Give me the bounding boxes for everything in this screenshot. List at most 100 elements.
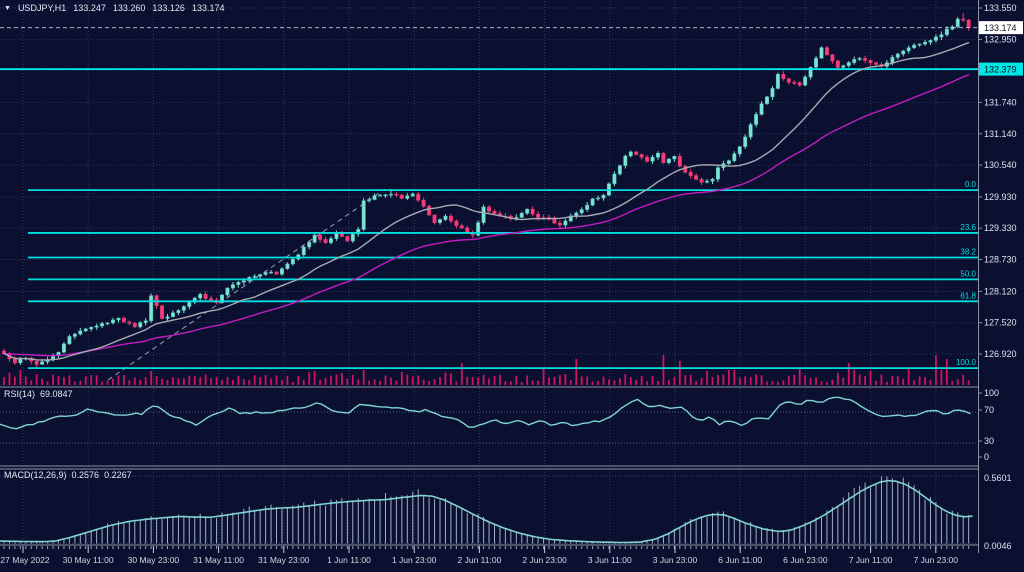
volume-bar [139, 379, 142, 385]
ohlc-high: 133.260 [112, 3, 146, 13]
candle-body [661, 152, 666, 164]
volume-bar [286, 375, 289, 385]
candle-body [421, 199, 426, 207]
time-axis-label: 1 Jun 11:00 [327, 555, 371, 565]
candle-body [552, 219, 557, 224]
volume-bar [727, 369, 730, 385]
volume-bar [640, 375, 643, 385]
candle-body [323, 239, 328, 243]
candle-body [459, 225, 464, 229]
price-axis-label: 128.120 [984, 286, 1017, 296]
candle-body [389, 193, 393, 196]
candle-body [874, 62, 878, 65]
macd-scale-top-label: 0.5601 [984, 473, 1012, 483]
candle-body [290, 258, 295, 265]
candle-body [519, 212, 524, 218]
candle-body [12, 358, 17, 364]
candle-body [127, 321, 132, 324]
volume-bar [182, 378, 185, 385]
candle-body [672, 156, 677, 160]
volume-bar [591, 381, 594, 385]
volume-bar [826, 381, 828, 385]
candle-body [705, 180, 709, 183]
volume-bar [264, 374, 267, 385]
grid-lines [0, 1, 978, 545]
macd-main-value: 0.2576 [71, 470, 100, 480]
volume-bar [35, 374, 38, 385]
candle-body [961, 18, 966, 21]
volume-bar [428, 381, 430, 385]
candle-body [100, 323, 105, 327]
candle-body [269, 271, 274, 274]
candle-body [639, 154, 644, 158]
volume-bar [373, 379, 376, 385]
candle-body [579, 209, 584, 214]
volume-bar [3, 377, 5, 385]
volume-bar [896, 376, 899, 385]
volume-bar [324, 378, 327, 385]
macd-scale-bottom-label: 0.0046 [984, 541, 1012, 551]
candle-body [476, 222, 481, 236]
price-axis-label: 127.520 [984, 318, 1017, 328]
candle-body [220, 294, 224, 303]
volume-bar [188, 375, 191, 385]
volume-bar [836, 372, 839, 385]
volume-bar [924, 377, 926, 385]
time-axis-label: 30 May 11:00 [63, 555, 114, 565]
volume-bar [41, 378, 44, 385]
volume-bar [886, 381, 888, 385]
volume-bar [548, 377, 550, 385]
volume-bar [875, 380, 877, 385]
candle-body [138, 322, 143, 328]
volume-bar [210, 378, 212, 385]
candle-body [350, 233, 355, 242]
candle-body [416, 193, 421, 201]
time-axis-label: 3 Jun 11:00 [588, 555, 632, 565]
volume-bar [956, 379, 959, 385]
volume-bar [902, 378, 905, 385]
ohlc-low: 133.126 [152, 3, 185, 13]
volume-bar [439, 377, 441, 385]
candle-body [367, 199, 372, 201]
fib-label: 100.0 [956, 358, 977, 367]
volume-bar [411, 376, 414, 385]
candle-body [694, 175, 699, 180]
volume-bar [967, 380, 970, 385]
candle-body [906, 47, 911, 52]
candle-body [334, 233, 339, 239]
candle-body [105, 322, 110, 325]
macd-indicator-label: MACD(12,26,9) 0.2576 0.2267 [4, 470, 132, 480]
candle-body [557, 222, 562, 226]
candle-body [465, 227, 470, 233]
candle-body [830, 54, 835, 62]
candle-body [18, 358, 23, 364]
candle-body [928, 40, 933, 43]
volume-bar [744, 376, 747, 385]
volume-bar [46, 381, 49, 385]
volume-bar [608, 379, 610, 385]
volume-bar [907, 369, 910, 385]
volume-bar [193, 376, 196, 385]
volume-bar [771, 381, 774, 385]
macd-name: MACD(12,26,9) [4, 470, 67, 480]
volume-bar [542, 369, 545, 385]
candle-body [481, 206, 486, 223]
volume-bar [357, 379, 360, 385]
candle-body [955, 18, 960, 28]
last-price-box [979, 21, 1023, 35]
candle-body [318, 234, 323, 240]
volume-bar [880, 374, 883, 385]
volume-bar [733, 369, 736, 385]
time-axis: 27 May 2022 30 May 11:00 30 May 23:00 31 Ma… [0, 546, 970, 565]
volume-bar [569, 379, 572, 385]
volume-bar [90, 375, 93, 385]
volume-bar [14, 376, 16, 385]
volume-bar [281, 380, 283, 385]
volume-bar [869, 371, 872, 385]
volume-bar [422, 379, 425, 385]
time-axis-label: 30 May 23:00 [128, 555, 180, 565]
volume-bar [858, 374, 861, 385]
time-axis-label: 1 Jun 23:00 [392, 555, 437, 565]
candle-body [378, 194, 383, 197]
